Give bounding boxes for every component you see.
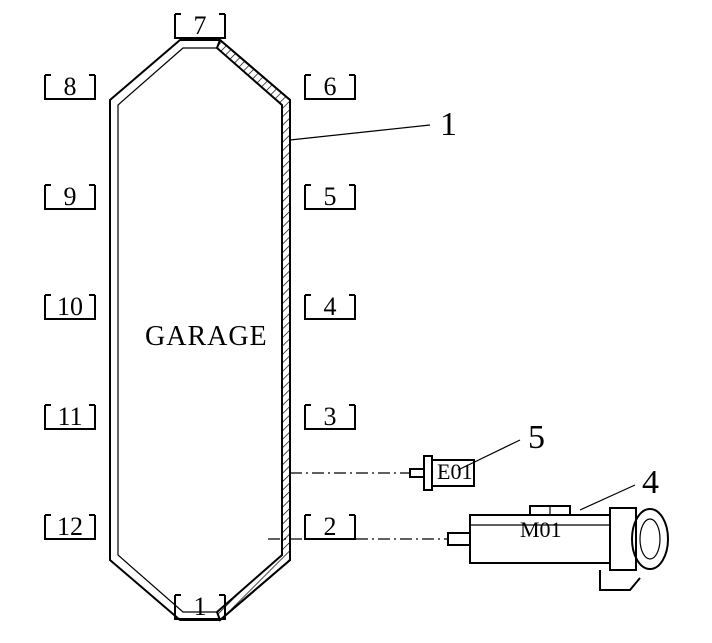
slot-number: 5 [324,182,337,211]
slot-number: 10 [57,292,83,321]
slot-number: 9 [64,182,77,211]
slot-number: 8 [64,72,77,101]
slot-number: 7 [194,11,207,40]
motor-shaft [448,533,470,545]
slot-number: 4 [324,292,337,321]
slot-number: 11 [57,402,82,431]
slot-number: 12 [57,512,83,541]
reference-number: 5 [528,419,545,456]
motor-foot [600,570,640,590]
slot-number: 1 [194,592,207,621]
leader-line [580,485,635,510]
motor-label: M01 [520,517,562,542]
slot-number: 2 [324,512,337,541]
slot-number: 6 [324,72,337,101]
reference-number: 4 [642,464,659,501]
leader-line [290,125,430,140]
encoder-flange [424,456,432,490]
encoder-label: E01 [437,459,472,484]
motor-end-ellipse [632,509,668,569]
garage-label: GARAGE [145,321,268,352]
reference-number: 1 [440,106,457,143]
encoder-shaft [410,469,424,477]
slot-number: 3 [324,402,337,431]
diagram-canvas: GARAGE786951041131221154E01M01 [0,0,712,643]
motor-end-ellipse-inner [640,519,660,559]
